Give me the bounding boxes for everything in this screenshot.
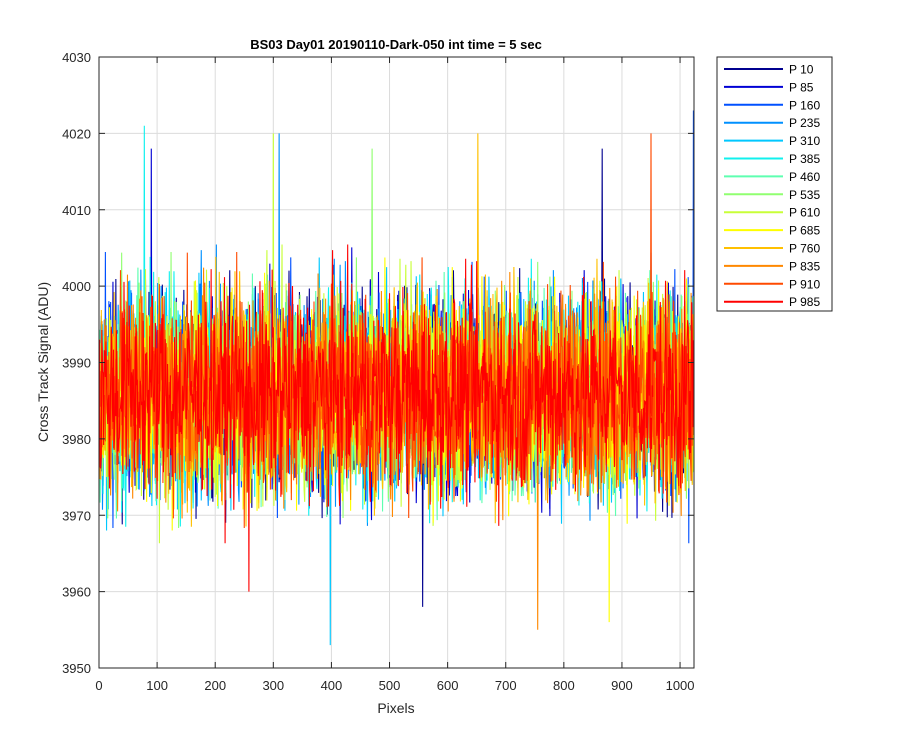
y-tick-label: 4030 xyxy=(62,50,91,65)
y-tick-label: 3950 xyxy=(62,661,91,676)
chart-title: BS03 Day01 20190110-Dark-050 int time = … xyxy=(250,37,542,52)
y-tick-label: 3970 xyxy=(62,508,91,523)
series-line-p-985 xyxy=(99,244,694,592)
legend-label: P 10 xyxy=(789,63,814,77)
legend-label: P 910 xyxy=(789,277,820,291)
x-axis-label: Pixels xyxy=(377,700,414,716)
x-tick-label: 100 xyxy=(146,678,168,693)
x-tick-label: 200 xyxy=(204,678,226,693)
y-tick-label: 3960 xyxy=(62,585,91,600)
y-tick-label: 3980 xyxy=(62,432,91,447)
legend-label: P 535 xyxy=(789,188,820,202)
y-axis-label: Cross Track Signal (ADU) xyxy=(35,282,51,442)
legend-label: P 235 xyxy=(789,116,820,130)
legend-label: P 460 xyxy=(789,170,820,184)
legend-label: P 85 xyxy=(789,80,814,94)
y-tick-label: 4010 xyxy=(62,203,91,218)
x-tick-label: 1000 xyxy=(666,678,695,693)
x-tick-label: 800 xyxy=(553,678,575,693)
legend-label: P 835 xyxy=(789,259,820,273)
legend: P 10 P 85 P 160 P 235 P 310 P 385 P 460 P 535 P … xyxy=(716,56,833,312)
y-tick-label: 4020 xyxy=(62,126,91,141)
x-tick-label: 900 xyxy=(611,678,633,693)
legend-label: P 160 xyxy=(789,98,820,112)
axis-ticks: 0 100 200 300 400 500 600 700 800 900 1000 3950 3960… xyxy=(62,50,694,693)
x-tick-label: 700 xyxy=(495,678,517,693)
series-lines xyxy=(99,110,694,646)
legend-label: P 610 xyxy=(789,206,820,220)
legend-label: P 760 xyxy=(789,242,820,256)
x-tick-label: 500 xyxy=(379,678,401,693)
y-tick-label: 4000 xyxy=(62,279,91,294)
legend-label: P 310 xyxy=(789,134,820,148)
x-tick-label: 600 xyxy=(437,678,459,693)
y-tick-label: 3990 xyxy=(62,356,91,371)
x-tick-label: 400 xyxy=(321,678,343,693)
x-tick-label: 300 xyxy=(262,678,284,693)
legend-label: P 985 xyxy=(789,295,820,309)
legend-box xyxy=(716,56,833,312)
x-tick-label: 0 xyxy=(95,678,102,693)
legend-label: P 685 xyxy=(789,224,820,238)
legend-label: P 385 xyxy=(789,152,820,166)
